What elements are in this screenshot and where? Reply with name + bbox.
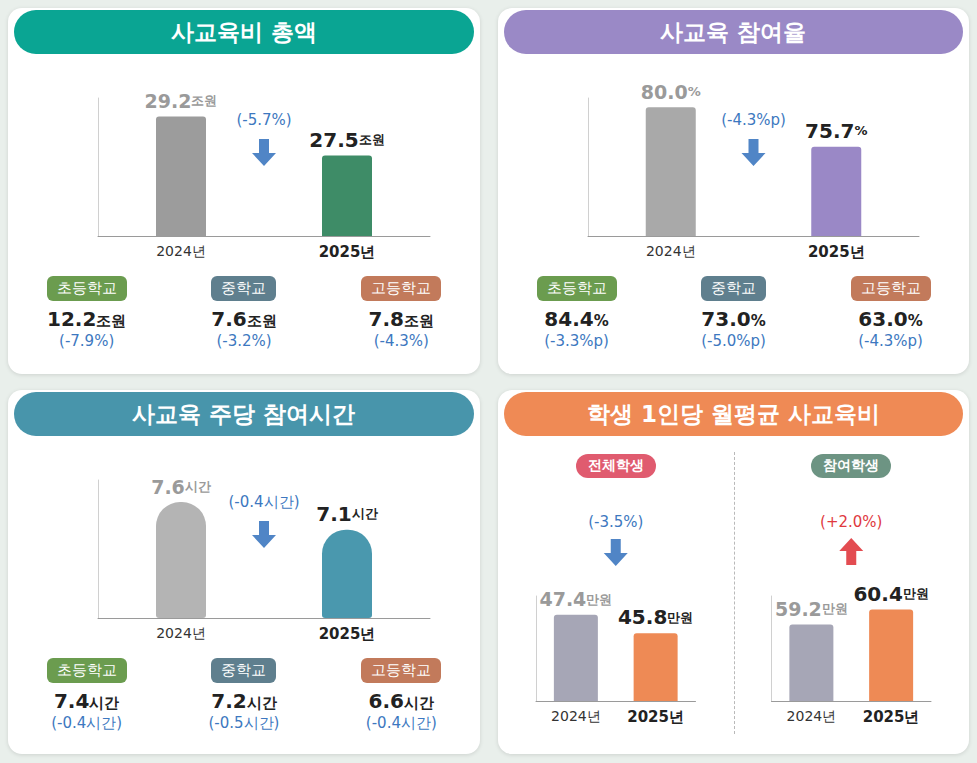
svg-text:시간: 시간 [185,479,211,494]
svg-text:27.5: 27.5 [309,128,358,152]
svg-text:(-4.3%p): (-4.3%p) [721,111,786,129]
html-text:중학교: 중학교 [221,279,267,297]
html-text:전체학생: 전체학생 [587,457,644,473]
svg-text:조원: 조원 [359,132,385,147]
html-text:사교육비 총액: 사교육비 총액 [171,19,317,45]
html-text:7.6조원: 7.6조원 [211,307,277,331]
html-text:사교육 참여율: 사교육 참여율 [660,19,807,45]
svg-text:2025년: 2025년 [627,708,684,726]
html-text:중학교: 중학교 [711,279,756,297]
html-text:(-5.0%p): (-5.0%p) [701,332,766,350]
html-text:중학교: 중학교 [221,661,267,679]
svg-text:조원: 조원 [191,93,217,108]
svg-text:시간: 시간 [352,506,378,521]
html-text:초등학교: 초등학교 [546,279,607,297]
svg-text:만원: 만원 [586,592,612,607]
svg-text:7.1: 7.1 [316,502,351,526]
html-text:사교육 주당 참여시간: 사교육 주당 참여시간 [132,401,356,427]
svg-text:2024년: 2024년 [787,708,837,724]
svg-text:2024년: 2024년 [646,243,696,259]
html-text:7.2시간: 7.2시간 [211,689,277,713]
svg-text:(+2.0%): (+2.0%) [820,513,882,531]
html-text:(-0.5시간): (-0.5시간) [208,714,280,732]
html-text:(-4.3%p): (-4.3%p) [858,332,923,350]
html-text:73.0%: 73.0% [701,307,766,331]
svg-text:만원: 만원 [822,601,848,616]
svg-text:%: % [688,84,701,99]
svg-text:2025년: 2025년 [319,243,376,261]
html-text:(-3.2%): (-3.2%) [216,332,272,350]
svg-text:29.2: 29.2 [145,90,192,112]
html-text:고등학교: 고등학교 [860,279,921,297]
svg-text:60.4: 60.4 [853,582,902,606]
svg-text:80.0: 80.0 [641,81,688,103]
svg-text:2025년: 2025년 [808,243,865,261]
html-text:초등학교: 초등학교 [56,279,117,297]
svg-text:2024년: 2024년 [156,243,206,259]
svg-text:만원: 만원 [667,610,693,625]
html-text:7.4시간: 7.4시간 [53,689,120,713]
svg-text:2024년: 2024년 [156,625,206,641]
html-text:(-4.3%): (-4.3%) [373,332,429,350]
html-text:(-7.9%): (-7.9%) [59,332,115,350]
svg-text:47.4: 47.4 [539,588,586,610]
html-text:7.8조원: 7.8조원 [368,307,434,331]
svg-text:(-0.4시간): (-0.4시간) [229,493,300,511]
html-text:63.0%: 63.0% [858,307,923,331]
svg-text:59.2: 59.2 [775,598,822,620]
svg-text:2024년: 2024년 [551,708,601,724]
html-text:84.4%: 84.4% [544,307,609,331]
svg-text:만원: 만원 [903,586,929,601]
html-text:초등학교: 초등학교 [56,661,117,679]
html-text:고등학교: 고등학교 [371,279,432,297]
svg-text:45.8: 45.8 [618,605,667,629]
svg-text:%: % [854,123,867,138]
svg-text:2025년: 2025년 [319,625,376,643]
html-text:(-0.4시간): (-0.4시간) [365,714,437,732]
html-text:고등학교: 고등학교 [371,661,432,679]
svg-text:(-3.5%): (-3.5%) [588,513,643,531]
svg-text:75.7: 75.7 [805,119,854,143]
html-text:(-0.4시간): (-0.4시간) [51,714,123,732]
html-text:(-3.3%p): (-3.3%p) [544,332,609,350]
html-text:참여학생: 참여학생 [823,457,880,473]
svg-text:2025년: 2025년 [863,708,920,726]
html-text:6.6시간: 6.6시간 [368,689,434,713]
html-text:12.2조원: 12.2조원 [47,307,127,331]
svg-text:(-5.7%): (-5.7%) [236,111,291,129]
html-text:학생 1인당 월평균 사교육비: 학생 1인당 월평균 사교육비 [587,401,880,427]
svg-text:7.6: 7.6 [151,476,185,498]
